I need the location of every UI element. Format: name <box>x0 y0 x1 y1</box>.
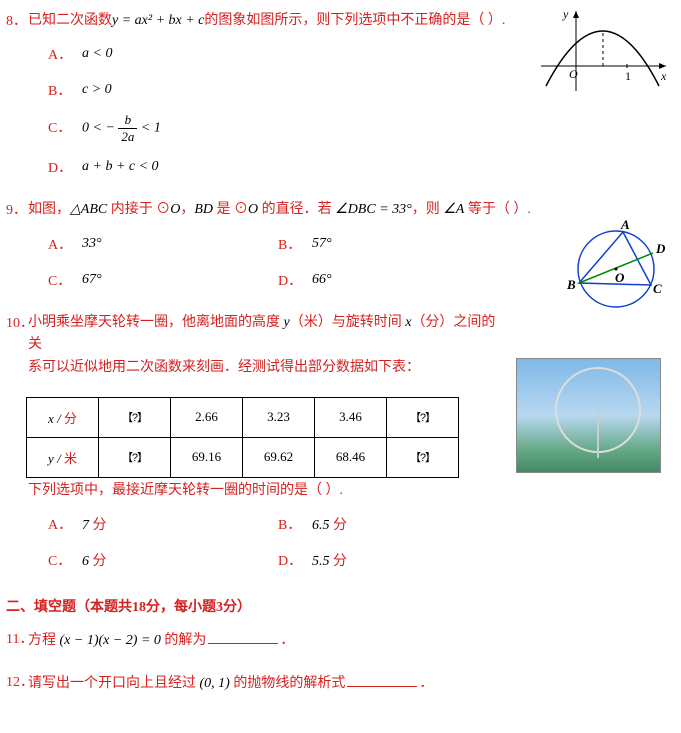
q8-graph: O 1 x y <box>531 6 671 101</box>
q10-options: A． 7 分 B． 6.5 分 C． 6 分 D． 5.5 分 <box>48 510 661 574</box>
question-10: 10． 小明乘坐摩天轮转一圈，他离地面的高度 y（米）与旋转时间 x（分）之间的… <box>0 312 681 379</box>
q10-opt-c-letter: C． <box>48 550 68 570</box>
q9-opt-a: 33° <box>82 236 102 252</box>
question-9: 9． 如图，△ABC 内接于 ⊙O，BD 是 ⊙O 的直径．若 ∠DBC = 3… <box>0 199 681 293</box>
q8-opt-d: a + b + c < 0 <box>82 159 159 175</box>
table-cell: y / 米 <box>27 437 99 477</box>
circle-triangle-icon: A B C D O <box>561 217 671 317</box>
table-row: y / 米 【?】 69.16 69.62 68.46 【?】 <box>27 437 459 477</box>
q8-opt-b: c > 0 <box>82 82 112 98</box>
q10-opt-d-letter: D． <box>278 550 298 570</box>
q10-ferris-image <box>516 358 661 473</box>
q10-opt-a-letter: A． <box>48 514 68 534</box>
svg-text:1: 1 <box>625 69 631 83</box>
svg-text:y: y <box>562 7 569 21</box>
q11-number: 11． <box>6 628 33 648</box>
q9-opt-a-letter: A． <box>48 234 68 254</box>
table-row: x / 分 【?】 2.66 3.23 3.46 【?】 <box>27 397 459 437</box>
q8-opt-a: a < 0 <box>82 46 112 62</box>
q8-opt-c-letter: C． <box>48 117 68 137</box>
svg-text:A: A <box>620 217 630 232</box>
q8-opt-a-letter: A． <box>48 44 68 64</box>
svg-text:D: D <box>655 241 666 256</box>
table-cell: 【?】 <box>387 437 459 477</box>
question-10-sub: 下列选项中，最接近摩天轮转一圈的时间的是（ ）. A． 7 分 B． 6.5 分 C… <box>0 480 681 574</box>
table-cell: 【?】 <box>99 397 171 437</box>
svg-text:B: B <box>566 277 576 292</box>
q10-stem: 小明乘坐摩天轮转一圈，他离地面的高度 y（米）与旋转时间 x（分）之间的关 系可… <box>28 312 501 379</box>
q9-number: 9． <box>6 199 27 219</box>
svg-text:x: x <box>660 69 667 83</box>
parabola-graph-icon: O 1 x y <box>531 6 671 96</box>
q9-opt-c: 67° <box>82 272 102 288</box>
q10-opt-a: 7 分 <box>82 514 107 534</box>
q10-opt-d: 5.5 分 <box>312 550 347 570</box>
q9-opt-d: 66° <box>312 272 332 288</box>
question-8: 8． 已知二次函数y = ax² + bx + c的图象如图所示，则下列选项中不… <box>0 10 681 181</box>
q8-opt-b-letter: B． <box>48 80 68 100</box>
svg-text:C: C <box>653 281 662 296</box>
q10-opt-c: 6 分 <box>82 550 107 570</box>
question-12: 12． 请写出一个开口向上且经过 (0, 1) 的抛物线的解析式． <box>0 671 681 695</box>
table-cell: 3.23 <box>243 397 315 437</box>
q8-number: 8． <box>6 10 27 30</box>
q11-stem: 方程 (x − 1)(x − 2) = 0 的解为． <box>28 628 661 652</box>
q12-blank <box>347 671 417 687</box>
table-cell: 3.46 <box>315 397 387 437</box>
fraction-icon: b2a <box>118 112 137 145</box>
q10-opt-b-letter: B． <box>278 514 298 534</box>
section-2-title: 二、填空题（本题共18分，每小题3分） <box>6 596 681 616</box>
q12-number: 12． <box>6 671 34 691</box>
q10-opt-b: 6.5 分 <box>312 514 347 534</box>
ferris-wheel-icon <box>516 358 661 473</box>
table-cell: 69.62 <box>243 437 315 477</box>
q9-opt-d-letter: D． <box>278 270 298 290</box>
question-11: 11． 方程 (x − 1)(x − 2) = 0 的解为． <box>0 628 681 652</box>
table-cell: 2.66 <box>171 397 243 437</box>
q12-stem: 请写出一个开口向上且经过 (0, 1) 的抛物线的解析式． <box>28 671 661 695</box>
q10-sub-stem: 下列选项中，最接近摩天轮转一圈的时间的是（ ）. <box>28 480 661 502</box>
table-cell: x / 分 <box>27 397 99 437</box>
q10-table: x / 分 【?】 2.66 3.23 3.46 【?】 y / 米 【?】 6… <box>26 397 459 478</box>
svg-text:O: O <box>569 67 578 81</box>
table-cell: 【?】 <box>99 437 171 477</box>
q9-opt-b-letter: B． <box>278 234 298 254</box>
q9-opt-b: 57° <box>312 236 332 252</box>
table-cell: 69.16 <box>171 437 243 477</box>
svg-text:O: O <box>615 270 625 285</box>
q8-opt-d-letter: D． <box>48 157 68 177</box>
q10-number: 10． <box>6 312 34 332</box>
table-cell: 68.46 <box>315 437 387 477</box>
q8-opt-c: 0 < − b2a < 1 <box>82 112 161 145</box>
q11-blank <box>208 628 278 644</box>
q9-opt-c-letter: C． <box>48 270 68 290</box>
q9-circle-figure: A B C D O <box>561 217 671 322</box>
table-cell: 【?】 <box>387 397 459 437</box>
